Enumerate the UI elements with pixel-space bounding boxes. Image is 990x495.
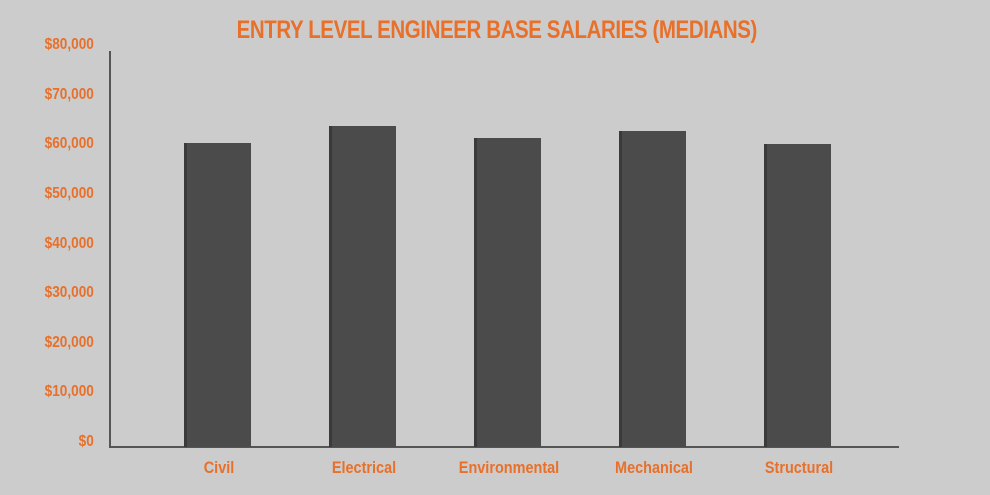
x-tick-label: Civil <box>203 458 235 477</box>
x-tick-label: Electrical <box>331 458 397 477</box>
y-tick-label: $70,000 <box>44 85 94 103</box>
y-tick-label: $50,000 <box>44 184 94 202</box>
y-tick-label: $30,000 <box>44 284 94 302</box>
x-tick-label: Structural <box>764 458 834 477</box>
y-tick-label: $10,000 <box>44 383 94 401</box>
y-axis-line <box>109 51 111 448</box>
x-tick-label: Environmental <box>458 458 560 477</box>
x-tick-label: Mechanical <box>615 458 693 477</box>
y-tick-label: $60,000 <box>44 135 94 153</box>
bar-electrical <box>332 125 396 447</box>
x-axis-line <box>109 446 899 448</box>
y-tick-label: $20,000 <box>44 333 94 351</box>
bar-mechanical <box>622 130 686 447</box>
y-tick-label: $0 <box>78 433 94 450</box>
y-tick-label: $40,000 <box>44 234 94 252</box>
y-tick-label: $80,000 <box>44 36 94 53</box>
bar-environmental <box>477 138 541 447</box>
bar-civil <box>187 143 251 447</box>
chart-title: ENTRY LEVEL ENGINEER BASE SALARIES (MEDI… <box>236 16 758 44</box>
bar-structural <box>767 144 831 447</box>
